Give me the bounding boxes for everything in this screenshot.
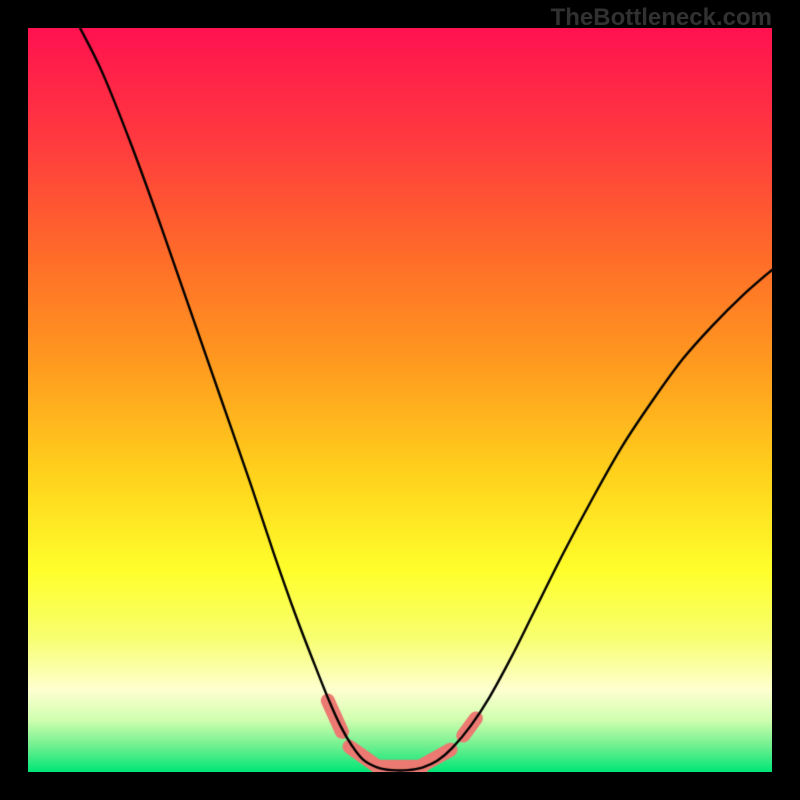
chart-frame: TheBottleneck.com (0, 0, 800, 800)
gradient-canvas (28, 28, 772, 772)
watermark-text: TheBottleneck.com (551, 4, 772, 32)
plot-area (28, 28, 772, 772)
